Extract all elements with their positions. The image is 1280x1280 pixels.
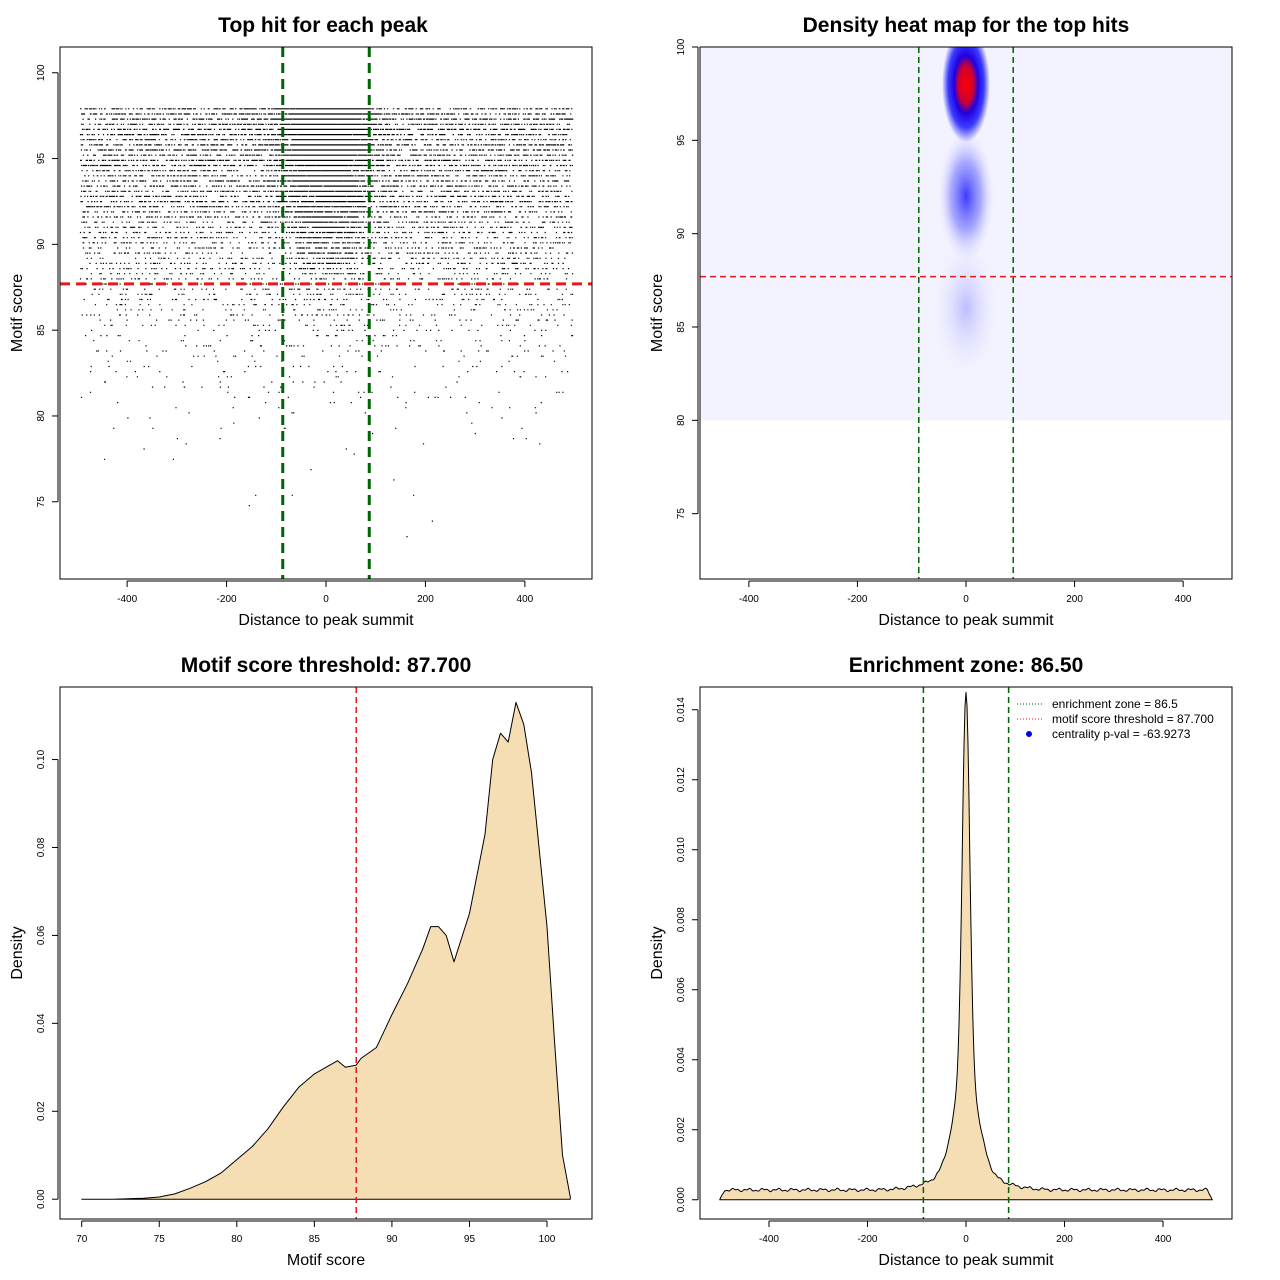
score-density-x-tick-label: 85 bbox=[309, 1234, 321, 1245]
scatter-y-axis-label: Motif score bbox=[9, 274, 26, 352]
heatmap-title: Density heat map for the top hits bbox=[803, 14, 1130, 37]
score-density-x-tick-label: 70 bbox=[76, 1234, 88, 1245]
heatmap-y-tick-label: 75 bbox=[676, 508, 687, 520]
distance-density-y-axis-label: Density bbox=[649, 926, 666, 979]
heatmap-x-axis: -400 -200 0 200 400 bbox=[739, 580, 1192, 605]
scatter-y-tick-label: 75 bbox=[36, 496, 47, 508]
distance-density-x-tick-label: 400 bbox=[1155, 1234, 1172, 1245]
distance-density-x-axis: -400 -200 0 200 400 bbox=[759, 1220, 1172, 1245]
heatmap-peak-density bbox=[942, 47, 990, 143]
scatter-y-tick-label: 80 bbox=[36, 410, 47, 422]
distance-density-x-axis-label: Distance to peak summit bbox=[878, 1252, 1054, 1269]
score-density-x-tick-label: 75 bbox=[154, 1234, 166, 1245]
score-density-plot-box bbox=[59, 686, 593, 1220]
heatmap-density bbox=[700, 47, 1232, 579]
heatmap-mid-density bbox=[936, 126, 996, 267]
heatmap-y-tick-label: 85 bbox=[676, 321, 687, 333]
scatter-title: Top hit for each peak bbox=[218, 14, 428, 37]
heatmap-y-axis-label: Motif score bbox=[649, 274, 666, 352]
distance-density-plot-box bbox=[699, 686, 1233, 1220]
scatter-x-tick-label: 200 bbox=[417, 594, 434, 605]
scatter-x-tick-label: -400 bbox=[117, 594, 137, 605]
distance-density-y-tick-label: 0.002 bbox=[676, 1117, 687, 1142]
score-density-y-tick-label: 0.02 bbox=[36, 1101, 47, 1121]
scatter-y-tick-label: 100 bbox=[36, 64, 47, 81]
heatmap-y-tick-label: 95 bbox=[676, 134, 687, 146]
scatter-x-axis-label: Distance to peak summit bbox=[238, 612, 414, 629]
distance-density-curve bbox=[719, 691, 1213, 1201]
distance-density-x-tick-label: 0 bbox=[963, 1234, 969, 1245]
score-density-x-axis: 70 75 80 85 90 95 100 bbox=[76, 1220, 556, 1245]
score-density-y-tick-label: 0.08 bbox=[36, 837, 47, 857]
heatmap-x-tick-label: 400 bbox=[1175, 594, 1192, 605]
score-density-y-tick-label: 0.00 bbox=[36, 1189, 47, 1209]
scatter-point-cloud bbox=[79, 108, 574, 538]
heatmap-plot-box bbox=[699, 46, 1233, 580]
score-density-curve bbox=[81, 701, 571, 1200]
legend-label-centrality: centrality p-val = -63.9273 bbox=[1052, 727, 1191, 741]
score-density-y-axis: 0.00 0.02 0.04 0.06 0.08 0.10 bbox=[36, 749, 59, 1209]
legend-swatch-centrality-dot bbox=[1026, 731, 1032, 737]
scatter-y-tick-label: 95 bbox=[36, 153, 47, 165]
distance-density-area bbox=[719, 687, 1213, 1219]
scatter-y-tick-label: 90 bbox=[36, 238, 47, 250]
distance-density-title: Enrichment zone: 86.50 bbox=[849, 654, 1084, 677]
distance-density-y-tick-label: 0.010 bbox=[676, 837, 687, 862]
distance-density-y-axis: 0.000 0.002 0.004 0.006 0.008 0.010 0.012 0.014 bbox=[676, 697, 699, 1212]
distance-density-y-tick-label: 0.004 bbox=[676, 1047, 687, 1072]
legend-label-enrichment-zone: enrichment zone = 86.5 bbox=[1052, 697, 1178, 711]
scatter-reference-lines bbox=[60, 47, 592, 579]
scatter-y-tick-label: 85 bbox=[36, 324, 47, 336]
distance-density-y-tick-label: 0.006 bbox=[676, 977, 687, 1002]
heatmap-x-axis-label: Distance to peak summit bbox=[878, 612, 1054, 629]
score-density-y-tick-label: 0.10 bbox=[36, 749, 47, 769]
heatmap-x-tick-label: -400 bbox=[739, 594, 759, 605]
heatmap-tail-density bbox=[928, 228, 1004, 389]
distance-density-panel: Enrichment zone: 86.50 -400 -200 0 200 400 0… bbox=[649, 654, 1233, 1269]
distance-density-x-tick-label: 200 bbox=[1056, 1234, 1073, 1245]
scatter-points bbox=[79, 108, 574, 538]
scatter-x-tick-label: 400 bbox=[517, 594, 534, 605]
score-density-title: Motif score threshold: 87.700 bbox=[181, 654, 472, 677]
heatmap-x-tick-label: 200 bbox=[1066, 594, 1083, 605]
distance-density-x-tick-label: -400 bbox=[759, 1234, 779, 1245]
heatmap-reference-lines bbox=[700, 47, 1232, 579]
heatmap-x-tick-label: 0 bbox=[963, 594, 969, 605]
distance-density-y-tick-label: 0.012 bbox=[676, 767, 687, 792]
heatmap-y-tick-label: 80 bbox=[676, 414, 687, 426]
score-density-panel: Motif score threshold: 87.700 70 75 80 85 90… bbox=[9, 654, 593, 1269]
distance-density-y-tick-label: 0.014 bbox=[676, 697, 687, 722]
distance-density-y-tick-label: 0.000 bbox=[676, 1187, 687, 1212]
heatmap-y-tick-label: 90 bbox=[676, 228, 687, 240]
score-density-x-tick-label: 80 bbox=[231, 1234, 243, 1245]
score-density-x-tick-label: 90 bbox=[386, 1234, 398, 1245]
heatmap-panel: Density heat map for the top hits -400 -2… bbox=[649, 14, 1233, 629]
heatmap-y-tick-label: 100 bbox=[676, 38, 687, 55]
scatter-x-tick-label: -200 bbox=[217, 594, 237, 605]
legend-label-motif-threshold: motif score threshold = 87.700 bbox=[1052, 712, 1214, 726]
scatter-x-tick-label: 0 bbox=[323, 594, 329, 605]
scatter-panel: Top hit for each peak -400 -200 0 200 400 75… bbox=[9, 14, 593, 629]
distance-density-x-tick-label: -200 bbox=[857, 1234, 877, 1245]
scatter-plot-box bbox=[59, 46, 593, 580]
score-density-x-tick-label: 95 bbox=[464, 1234, 476, 1245]
scatter-y-axis: 75 80 85 90 95 100 bbox=[36, 64, 59, 508]
score-density-x-tick-label: 100 bbox=[539, 1234, 556, 1245]
score-density-area bbox=[81, 687, 571, 1219]
score-density-y-tick-label: 0.04 bbox=[36, 1013, 47, 1033]
distance-density-y-tick-label: 0.008 bbox=[676, 907, 687, 932]
heatmap-x-tick-label: -200 bbox=[847, 594, 867, 605]
legend: enrichment zone = 86.5 motif score thres… bbox=[1017, 697, 1214, 741]
score-density-y-tick-label: 0.06 bbox=[36, 925, 47, 945]
scatter-x-axis: -400 -200 0 200 400 bbox=[117, 580, 534, 605]
score-density-y-axis-label: Density bbox=[9, 926, 26, 979]
score-density-x-axis-label: Motif score bbox=[287, 1252, 365, 1269]
heatmap-y-axis: 75 80 85 90 95 100 bbox=[676, 38, 699, 520]
